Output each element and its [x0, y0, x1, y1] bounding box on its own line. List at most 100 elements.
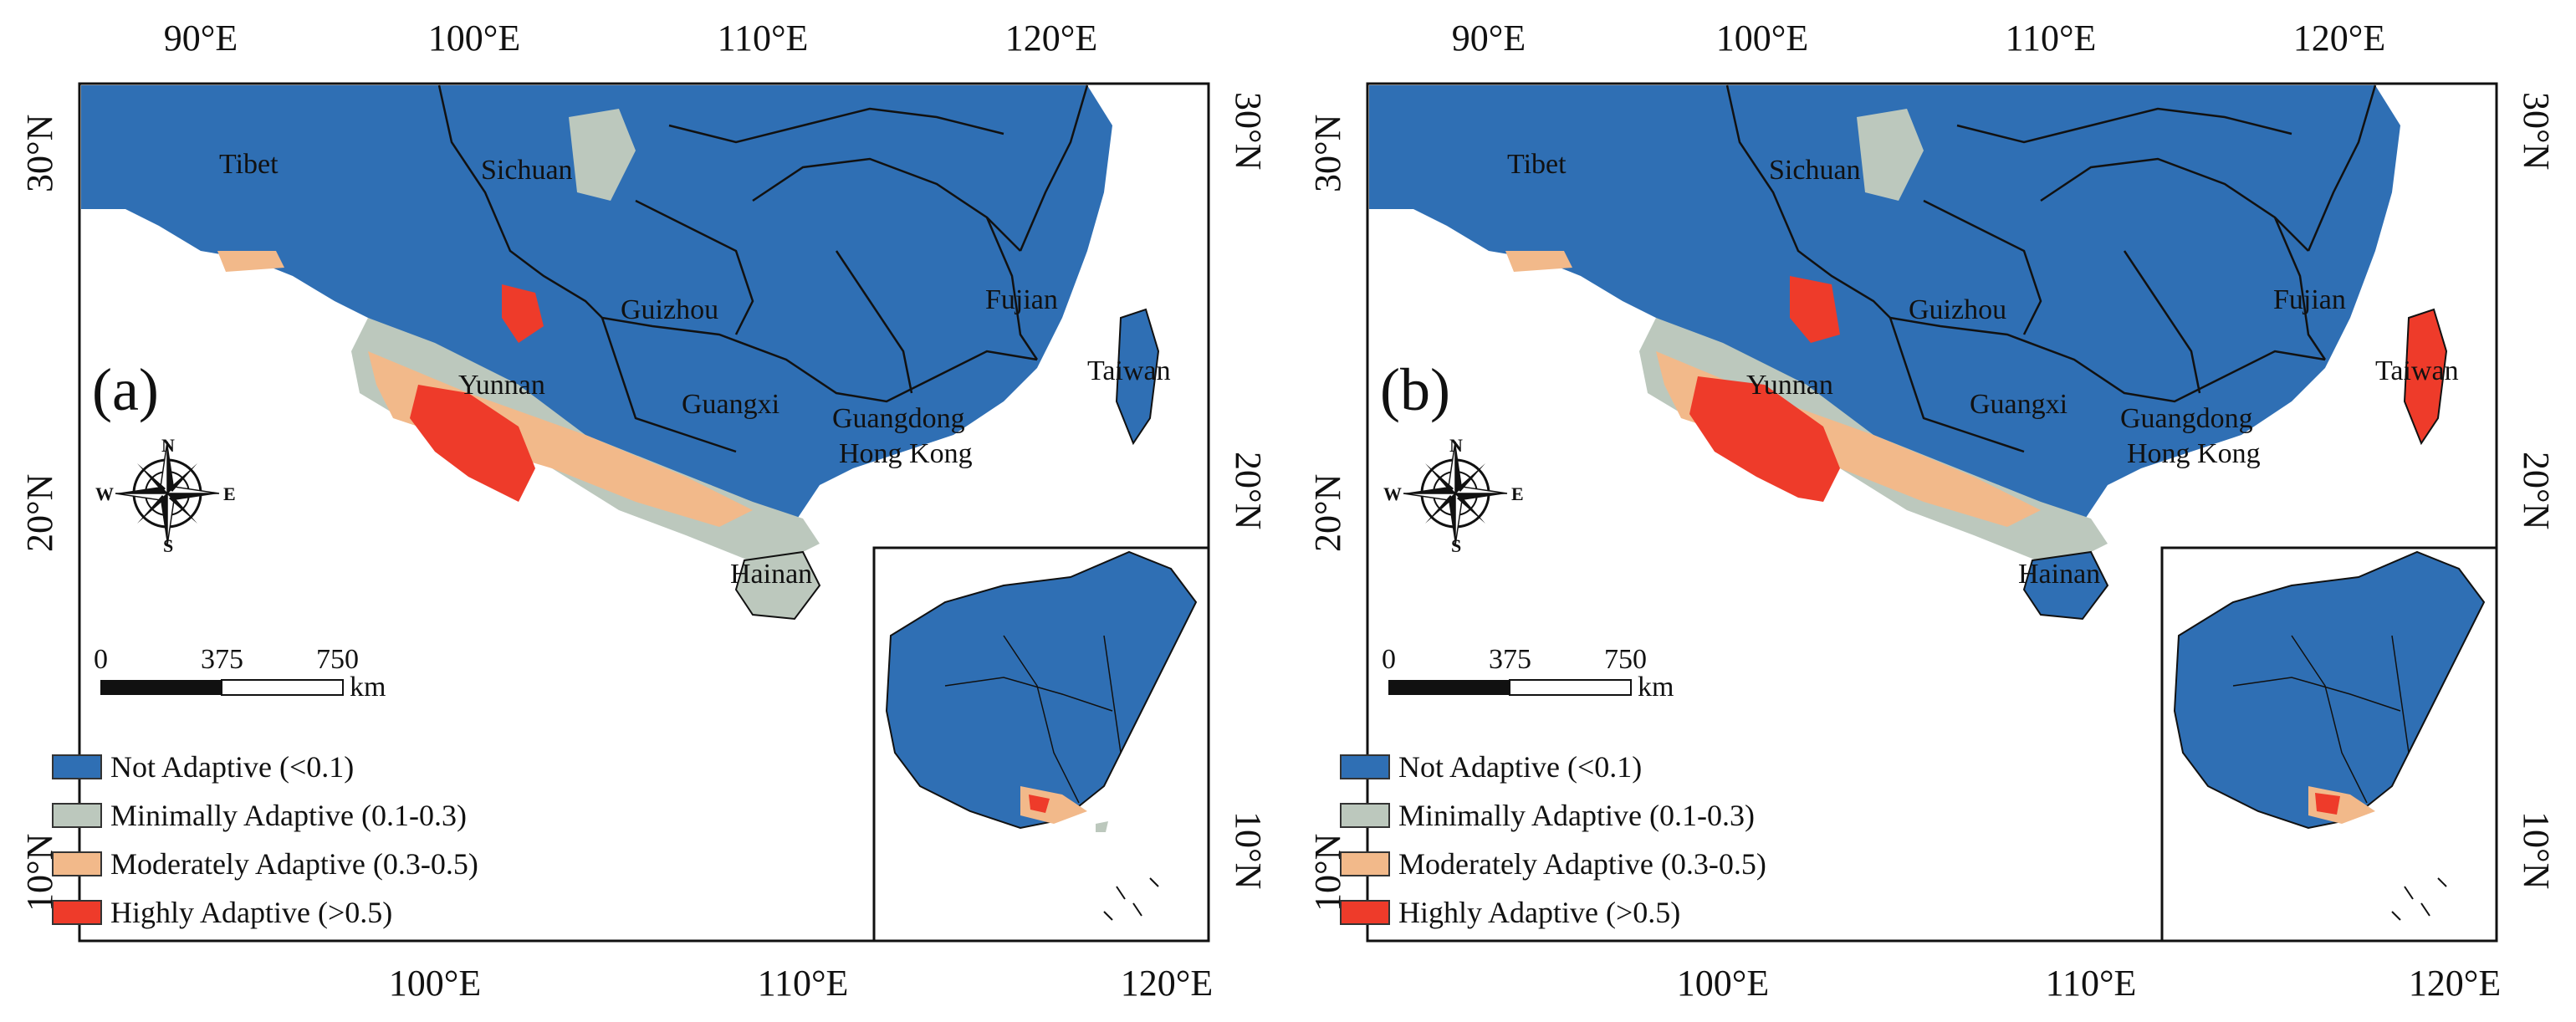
region-yunnan: Yunnan [458, 370, 545, 401]
region-tibet: Tibet [219, 149, 279, 180]
compass-n: N [161, 435, 175, 456]
region-tibet: Tibet [1507, 149, 1567, 180]
compass-n: N [1449, 435, 1463, 456]
legend-swatch [52, 754, 102, 779]
tick-top-100e: 100°E [427, 18, 521, 59]
region-guangxi: Guangxi [682, 389, 780, 420]
tick-right-30n: 30°N [1228, 92, 1269, 171]
region-guangxi: Guangxi [1970, 389, 2068, 420]
tick-top-120e: 120°E [1004, 18, 1098, 59]
tick-right-20n: 20°N [1228, 452, 1269, 530]
scale-mid: 375 [201, 644, 243, 675]
map-canvas-a [78, 82, 1210, 943]
legend-label: Highly Adaptive (>0.5) [110, 896, 393, 929]
region-fujian: Fujian [985, 284, 1058, 315]
legend-item: Minimally Adaptive (0.1-0.3) [52, 791, 478, 840]
legend-swatch [52, 851, 102, 876]
legend-swatch [52, 900, 102, 925]
tick-bottom-100e: 100°E [1676, 963, 1770, 1004]
tick-left-30n: 30°N [19, 114, 60, 192]
legend-item: Moderately Adaptive (0.3-0.5) [1340, 840, 1766, 888]
tick-top-120e: 120°E [2292, 18, 2386, 59]
scale-mid: 375 [1489, 644, 1531, 675]
tick-left-20n: 20°N [19, 473, 60, 552]
land-highly-yunnan [410, 385, 535, 502]
scale-zero: 0 [1382, 644, 1396, 675]
region-guizhou: Guizhou [1909, 294, 2007, 325]
tick-top-90e: 90°E [163, 18, 238, 59]
tick-bottom-110e: 110°E [757, 963, 849, 1004]
legend-label: Not Adaptive (<0.1) [110, 750, 355, 784]
legend-a: Not Adaptive (<0.1) Minimally Adaptive (… [52, 743, 478, 937]
map-panel-b: 90°E 100°E 110°E 120°E 100°E 110°E 120°E… [1288, 0, 2576, 1022]
legend-swatch [52, 803, 102, 828]
legend-item: Minimally Adaptive (0.1-0.3) [1340, 791, 1766, 840]
legend-item: Not Adaptive (<0.1) [52, 743, 478, 791]
legend-label: Minimally Adaptive (0.1-0.3) [1398, 799, 1755, 832]
compass-s: S [163, 535, 174, 556]
legend-swatch [1340, 851, 1390, 876]
map-canvas-b [1366, 82, 2498, 943]
region-guangdong: Guangdong [2120, 403, 2253, 434]
hainan-shape [734, 550, 821, 621]
tick-right-10n: 10°N [2516, 811, 2557, 890]
legend-item: Not Adaptive (<0.1) [1340, 743, 1766, 791]
legend-item: Highly Adaptive (>0.5) [52, 888, 478, 937]
legend-label: Minimally Adaptive (0.1-0.3) [110, 799, 467, 832]
tick-right-20n: 20°N [2516, 452, 2557, 530]
tick-top-110e: 110°E [717, 18, 809, 59]
legend-label: Not Adaptive (<0.1) [1398, 750, 1643, 784]
legend-label: Moderately Adaptive (0.3-0.5) [110, 847, 478, 881]
region-hainan: Hainan [2018, 559, 2101, 590]
legend-item: Highly Adaptive (>0.5) [1340, 888, 1766, 937]
region-taiwan: Taiwan [1087, 355, 1171, 386]
region-hong-kong: Hong Kong [2127, 438, 2261, 469]
legend-label: Highly Adaptive (>0.5) [1398, 896, 1681, 929]
region-guizhou: Guizhou [621, 294, 719, 325]
land-highly-sichuan [502, 284, 544, 343]
tick-right-10n: 10°N [1228, 811, 1269, 890]
inset-china [885, 550, 1198, 830]
compass-e: E [1511, 483, 1524, 504]
tick-bottom-100e: 100°E [388, 963, 482, 1004]
region-sichuan: Sichuan [1769, 155, 1861, 186]
tick-top-90e: 90°E [1451, 18, 1526, 59]
tick-bottom-110e: 110°E [2045, 963, 2137, 1004]
region-sichuan: Sichuan [481, 155, 573, 186]
legend-swatch [1340, 803, 1390, 828]
compass-s: S [1451, 535, 1462, 556]
tick-left-30n: 30°N [1307, 114, 1348, 192]
legend-item: Moderately Adaptive (0.3-0.5) [52, 840, 478, 888]
tick-bottom-120e: 120°E [2408, 963, 2502, 1004]
compass-e: E [223, 483, 236, 504]
legend-swatch [1340, 900, 1390, 925]
region-taiwan: Taiwan [2375, 355, 2459, 386]
tick-right-30n: 30°N [2516, 92, 2557, 171]
region-yunnan: Yunnan [1746, 370, 1833, 401]
compass-w: W [1383, 483, 1402, 504]
region-hainan: Hainan [730, 559, 813, 590]
scale-max: 750 [1604, 644, 1647, 675]
scale-zero: 0 [94, 644, 108, 675]
legend-b: Not Adaptive (<0.1) Minimally Adaptive (… [1340, 743, 1766, 937]
tick-bottom-120e: 120°E [1120, 963, 1214, 1004]
land-not-adaptive [81, 85, 1112, 535]
scale-max: 750 [316, 644, 359, 675]
region-guangdong: Guangdong [832, 403, 965, 434]
scale-unit: km [350, 672, 386, 703]
region-hong-kong: Hong Kong [839, 438, 973, 469]
map-panel-a: 90°E 100°E 110°E 120°E 100°E 110°E 120°E… [19, 18, 1269, 1004]
tick-left-20n: 20°N [1307, 473, 1348, 552]
legend-swatch [1340, 754, 1390, 779]
tick-top-110e: 110°E [2005, 18, 2097, 59]
compass-w: W [95, 483, 114, 504]
panel-label-a: (a) [92, 356, 159, 423]
scale-unit: km [1638, 672, 1674, 703]
region-fujian: Fujian [2273, 284, 2346, 315]
compass-rose-b [1403, 441, 1508, 546]
legend-label: Moderately Adaptive (0.3-0.5) [1398, 847, 1766, 881]
compass-rose-a [115, 441, 220, 546]
taiwan-shape [1115, 308, 1160, 446]
tick-top-100e: 100°E [1715, 18, 1809, 59]
panel-label-b: (b) [1380, 356, 1450, 423]
